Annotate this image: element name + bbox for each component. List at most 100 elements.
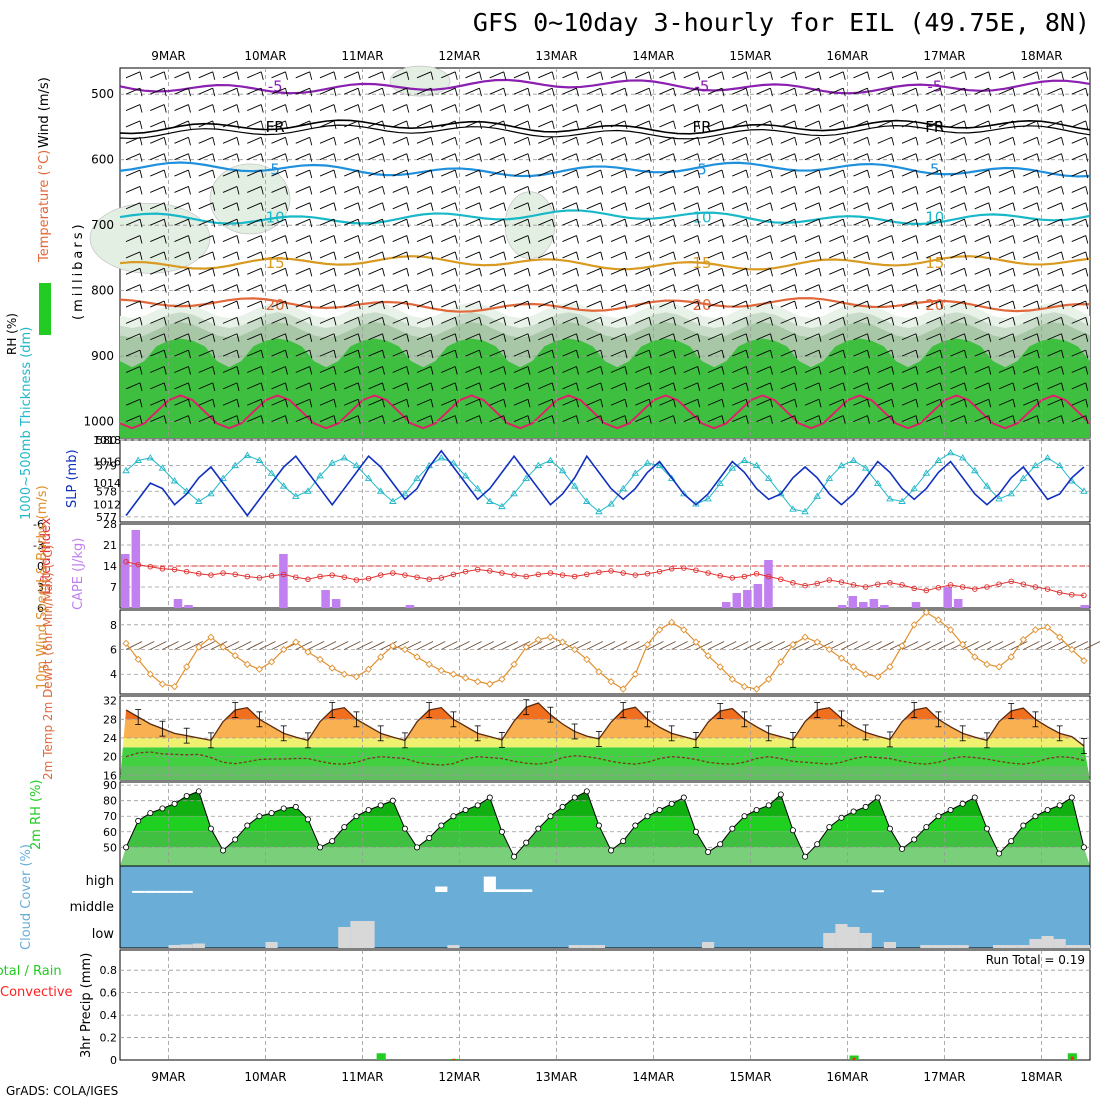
wind10m-barb (331, 641, 349, 650)
wind-barb (150, 333, 165, 341)
bottom-day-label: 15MAR (729, 1070, 771, 1084)
wind-barb-flag (770, 350, 773, 359)
wind-barb-flag (236, 333, 240, 342)
wind-barb (659, 267, 674, 275)
wind-barb-flag (1036, 251, 1040, 261)
wind-barb-flag (770, 153, 773, 162)
cloud-low-cell (568, 945, 581, 948)
thickness-point (1055, 461, 1064, 469)
wind-barb-flag (382, 219, 385, 228)
wind-barb-flag (236, 137, 240, 146)
wind-barb (926, 87, 941, 95)
wind-barb-flag (794, 71, 798, 80)
wind-barb (1047, 87, 1062, 95)
wind-barb (635, 104, 650, 111)
rh-point (959, 800, 966, 807)
li-point (159, 566, 166, 572)
thickness-point (971, 466, 979, 474)
wind-barb-flag (1036, 382, 1040, 391)
wind-barb-flag (1085, 169, 1089, 179)
wind-barb (247, 300, 262, 308)
speed-point (789, 640, 797, 649)
speed-point (207, 633, 215, 641)
speed-point (692, 638, 700, 646)
wind-barb (247, 104, 262, 111)
wind-barb (150, 186, 165, 193)
wind-barb-flag (576, 137, 579, 146)
wind-barb-flag (212, 399, 216, 408)
speed-point (777, 658, 785, 666)
wind-barb (125, 300, 141, 308)
wind-barb (1023, 104, 1038, 111)
wind-barb-flag (721, 104, 725, 113)
wind-barb (465, 120, 480, 128)
wind-barb-flag (576, 399, 579, 408)
wind-barb (344, 202, 359, 210)
wind-barb (295, 71, 310, 79)
li-point (523, 573, 529, 580)
precip-conv-bar (452, 1058, 456, 1060)
wind-barb-flag (236, 268, 240, 277)
wind-barb (125, 153, 141, 161)
wind-barb-flag (1061, 350, 1064, 359)
wind-barb-flag (770, 382, 773, 391)
wind-barb (222, 104, 238, 111)
wind-barb (222, 71, 238, 79)
top-day-label: 13MAR (535, 49, 577, 63)
wind-barb-flag (673, 71, 676, 80)
wind-barb-flag (260, 120, 264, 130)
cloud-low-cell (823, 933, 836, 948)
wind-barb (416, 202, 432, 210)
wind-barb-flag (527, 366, 531, 375)
wind-barb-flag (964, 333, 967, 342)
wind-barb (295, 153, 310, 161)
wind-barb-flag (818, 284, 822, 293)
thickness-point (934, 456, 943, 463)
speed-point (292, 638, 300, 646)
wind-barb-flag (915, 88, 919, 97)
wind-barb (489, 71, 504, 79)
wind-barb (247, 218, 262, 226)
thickness-point (583, 497, 591, 504)
wind-barb (950, 267, 965, 275)
wind-barb-flag (673, 186, 676, 195)
cloud-low-cell (580, 945, 593, 948)
wind-barb-flag (139, 366, 143, 375)
wind-barb (416, 284, 432, 292)
wind-barb-flag (576, 88, 579, 97)
wind-barb (150, 366, 165, 373)
rh2m-grid (120, 782, 1090, 866)
cloud-low-cell (1077, 945, 1090, 948)
wind-barb (707, 87, 723, 95)
wind-barb-flag (721, 251, 725, 261)
wind-barb-flag (163, 235, 167, 244)
wind-barb (319, 316, 335, 324)
wind-barb-flag (745, 153, 749, 162)
wind-barb-flag (382, 120, 385, 130)
wind-barb-flag (260, 153, 264, 162)
wind10m-barb (525, 641, 543, 650)
wind-barb-flag (163, 88, 167, 97)
wind-barb-flag (1036, 120, 1040, 130)
wind-barb-flag (648, 202, 652, 211)
li-ylabel: Lifted Index (39, 517, 54, 594)
wind-barb (198, 120, 213, 128)
wind-barb (198, 349, 213, 357)
cape-bar (321, 590, 330, 608)
wind10m-barb (938, 641, 955, 650)
wind-barb-flag (285, 153, 288, 162)
wind-barb (610, 186, 626, 193)
wind-barb-flag (503, 120, 507, 130)
wind-barb (683, 284, 698, 292)
wind-barb-flag (260, 137, 264, 146)
precip-conv-bar (852, 1057, 856, 1060)
rh-point (668, 800, 675, 807)
upper-wind-barbs (125, 71, 1089, 424)
wind-barb (538, 104, 553, 111)
wind-barb (950, 284, 965, 292)
wind-barb (901, 382, 917, 390)
wind-barb-flag (430, 219, 434, 228)
wind-barb (877, 398, 892, 406)
thickness-point (304, 487, 312, 494)
wind-barb-flag (163, 186, 167, 195)
